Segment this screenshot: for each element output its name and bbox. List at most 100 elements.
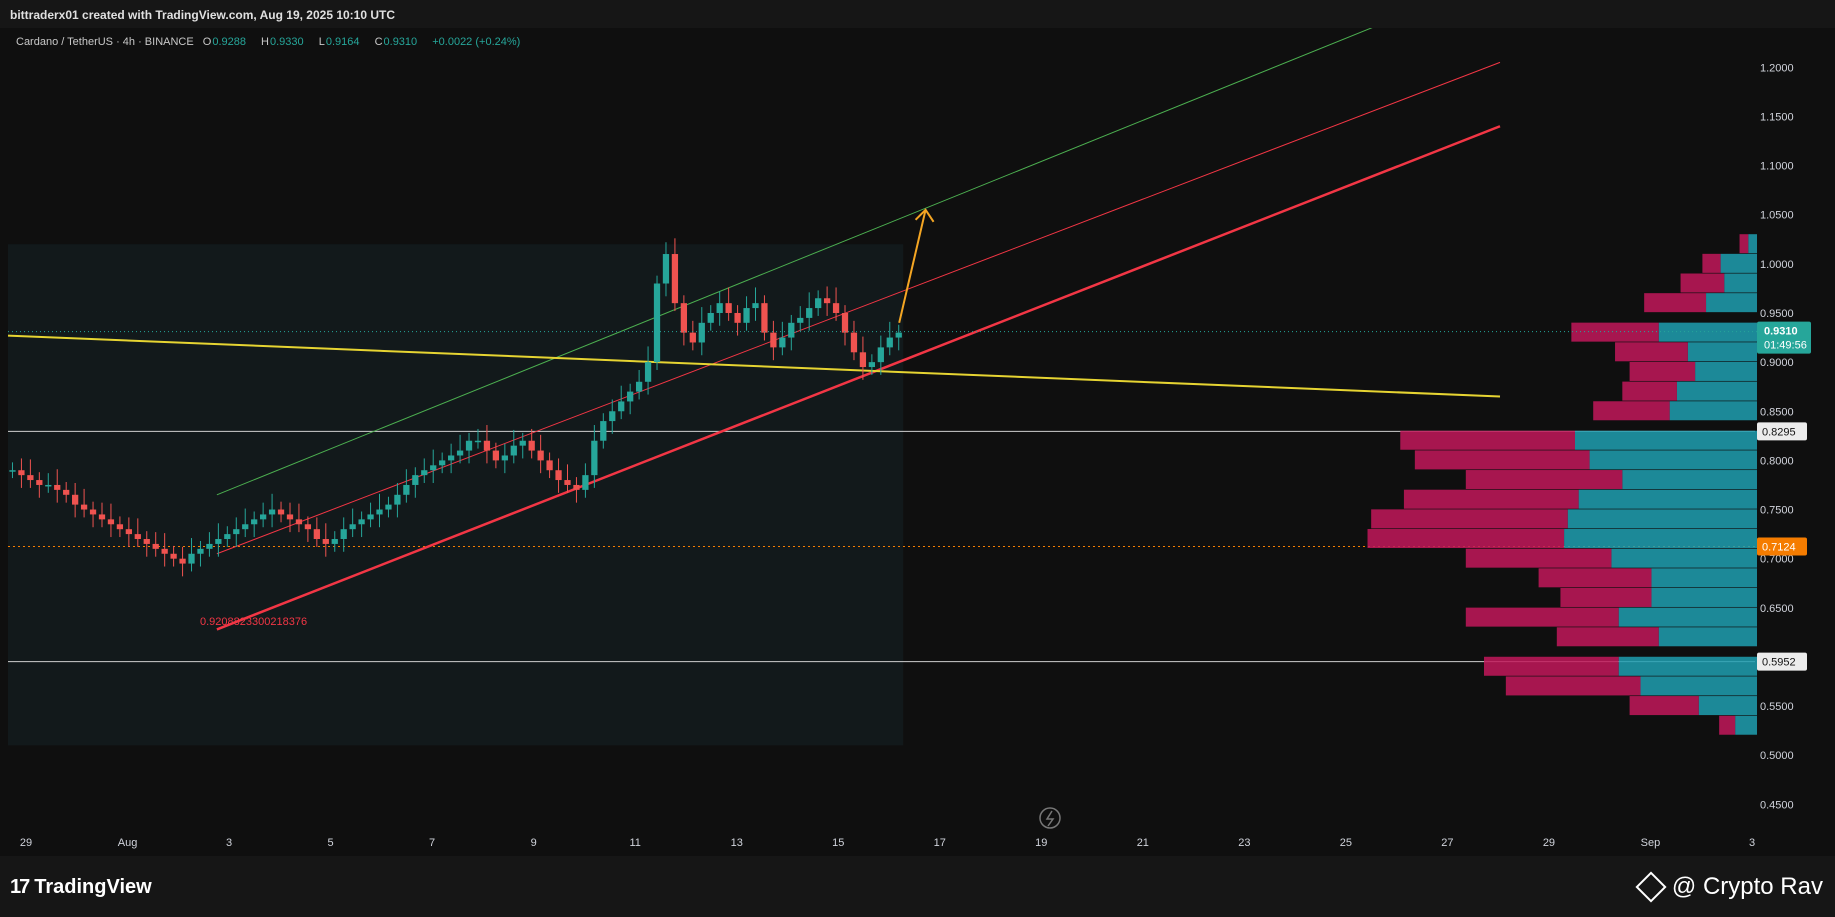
x-tick-label: 17 <box>934 837 946 849</box>
x-tick-label: 11 <box>629 837 640 849</box>
volume-profile-down <box>1367 529 1565 549</box>
candle-body <box>358 519 365 525</box>
candle-body <box>546 460 553 471</box>
volume-profile-down <box>1465 548 1612 568</box>
volume-profile-up <box>1640 676 1757 696</box>
candle-body <box>815 298 822 309</box>
candle-body <box>716 303 723 313</box>
candle-body <box>689 332 696 343</box>
candle-body <box>832 303 840 313</box>
candle-body <box>609 411 616 422</box>
candle-body <box>627 391 634 402</box>
current-price-label: 0.9310 <box>1764 326 1798 338</box>
volume-profile-up <box>1658 627 1757 647</box>
symbol-label: Cardano / TetherUS · 4h · BINANCE <box>16 36 194 48</box>
candle-body <box>886 337 893 348</box>
x-tick-label: 27 <box>1441 837 1453 849</box>
volume-profile-up <box>1622 470 1757 490</box>
y-tick-label: 0.8500 <box>1760 406 1794 418</box>
candle-body <box>170 553 177 559</box>
open-value: O0.9288 <box>202 36 246 48</box>
volume-profile-up <box>1698 696 1757 716</box>
candle-body <box>510 445 517 456</box>
low-value: L0.9164 <box>318 36 360 48</box>
candle-body <box>313 529 320 540</box>
candle-body <box>27 475 34 481</box>
channel-mid-line <box>216 61 1501 555</box>
candle-body <box>877 347 884 363</box>
volume-profile-up <box>1578 489 1757 509</box>
candle-body <box>465 440 473 451</box>
candle-body <box>36 480 43 485</box>
candle-body <box>152 543 159 549</box>
volume-profile-down <box>1400 430 1575 450</box>
candle-body <box>635 381 643 392</box>
volume-profile-up <box>1724 273 1757 293</box>
y-tick-label: 0.9000 <box>1760 357 1794 369</box>
x-tick-label: 7 <box>429 837 435 849</box>
volume-profile-down <box>1719 715 1736 735</box>
candle-body <box>376 509 383 515</box>
candle-body <box>483 440 491 451</box>
candle-body <box>653 283 661 363</box>
volume-profile-up <box>1564 529 1757 549</box>
volume-profile-up <box>1618 607 1757 627</box>
candle-body <box>501 455 508 461</box>
y-tick-label: 0.7500 <box>1760 505 1794 517</box>
volume-profile-down <box>1465 607 1619 627</box>
close-value: C0.9310 <box>374 36 418 48</box>
candle-body <box>331 539 338 544</box>
candle-body <box>492 450 500 461</box>
x-tick-label: 25 <box>1340 837 1352 849</box>
volume-profile-up <box>1589 450 1757 470</box>
volume-profile-up <box>1706 293 1757 313</box>
candle-body <box>394 494 401 505</box>
level-tag <box>1757 422 1807 441</box>
candle-body <box>98 514 106 520</box>
candle-body <box>233 529 240 535</box>
volume-profile-up <box>1658 322 1757 342</box>
candle-body <box>412 475 419 485</box>
candle-body <box>295 519 303 525</box>
candle-body <box>268 509 276 515</box>
volume-profile-down <box>1371 509 1568 529</box>
candle-body <box>823 298 831 304</box>
current-price-tag <box>1757 321 1811 354</box>
y-tick-label: 1.0000 <box>1760 259 1794 271</box>
candle-body <box>555 470 562 481</box>
volume-profile-up <box>1687 342 1757 362</box>
candle-body <box>259 514 267 520</box>
credit-text: bittraderx01 created with TradingView.co… <box>10 8 396 22</box>
candle-body <box>868 362 876 368</box>
volume-profile-up <box>1651 587 1757 607</box>
volume-profile-down <box>1556 627 1659 647</box>
x-tick-label: 23 <box>1238 837 1250 849</box>
level-tag-label: 0.8295 <box>1762 426 1796 438</box>
channel-upper-line <box>216 17 1396 496</box>
candle-body <box>573 484 580 490</box>
volume-profile-down <box>1622 381 1677 401</box>
candle-body <box>644 362 652 382</box>
candle-body <box>80 504 88 510</box>
y-tick-label: 1.1500 <box>1760 111 1794 123</box>
candle-body <box>591 440 598 476</box>
ohlc-legend: Cardano / TetherUS · 4h · BINANCE O0.928… <box>16 36 526 48</box>
candle-body <box>770 332 777 348</box>
volume-profile-down <box>1505 676 1641 696</box>
candle-body <box>806 308 813 318</box>
x-tick-label: 9 <box>531 837 537 849</box>
candle-body <box>564 480 571 485</box>
candle-body <box>680 303 688 333</box>
volume-profile-up <box>1611 548 1757 568</box>
candle-body <box>761 303 768 333</box>
volume-profile-up <box>1720 253 1757 273</box>
volume-profile-up <box>1676 381 1757 401</box>
candle-body <box>143 539 150 544</box>
y-tick-label: 1.0500 <box>1760 210 1794 222</box>
price-chart[interactable]: 1.2000 1.1500 1.1000 1.0500 1.0000 0.9500 0.90… <box>0 17 1835 856</box>
volume-profile-down <box>1593 401 1670 421</box>
level-tag <box>1757 652 1807 671</box>
chart-area[interactable]: 1.2000 1.1500 1.1000 1.0500 1.0000 0.9500 0.90… <box>0 17 1835 856</box>
tradingview-logo[interactable]: 17 TradingView <box>10 876 152 899</box>
volume-profile-up <box>1567 509 1757 529</box>
